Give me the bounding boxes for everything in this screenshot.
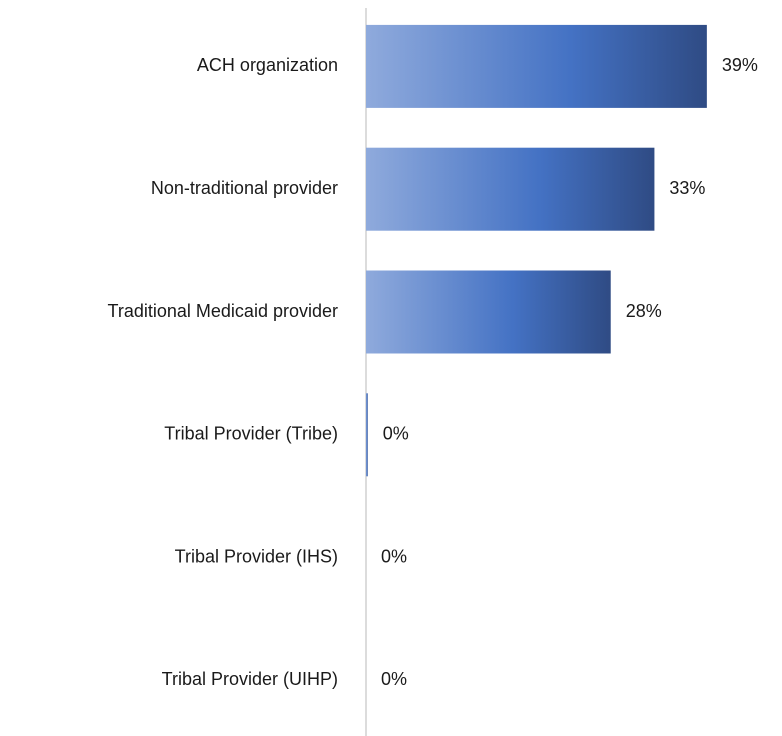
bar (366, 147, 655, 231)
category-label: Tribal Provider (UIHP) (162, 669, 338, 689)
bar (366, 24, 707, 108)
value-label: 33% (669, 178, 705, 198)
category-label: Traditional Medicaid provider (108, 301, 338, 321)
bar (366, 393, 368, 477)
category-label: Non-traditional provider (151, 178, 338, 198)
value-label: 28% (626, 301, 662, 321)
value-label: 0% (381, 669, 407, 689)
value-label: 0% (383, 424, 409, 444)
bar (366, 270, 611, 354)
category-label: Tribal Provider (IHS) (175, 546, 338, 566)
category-label: Tribal Provider (Tribe) (164, 424, 338, 444)
category-label: ACH organization (197, 55, 338, 75)
value-label: 39% (722, 55, 758, 75)
value-label: 0% (381, 546, 407, 566)
